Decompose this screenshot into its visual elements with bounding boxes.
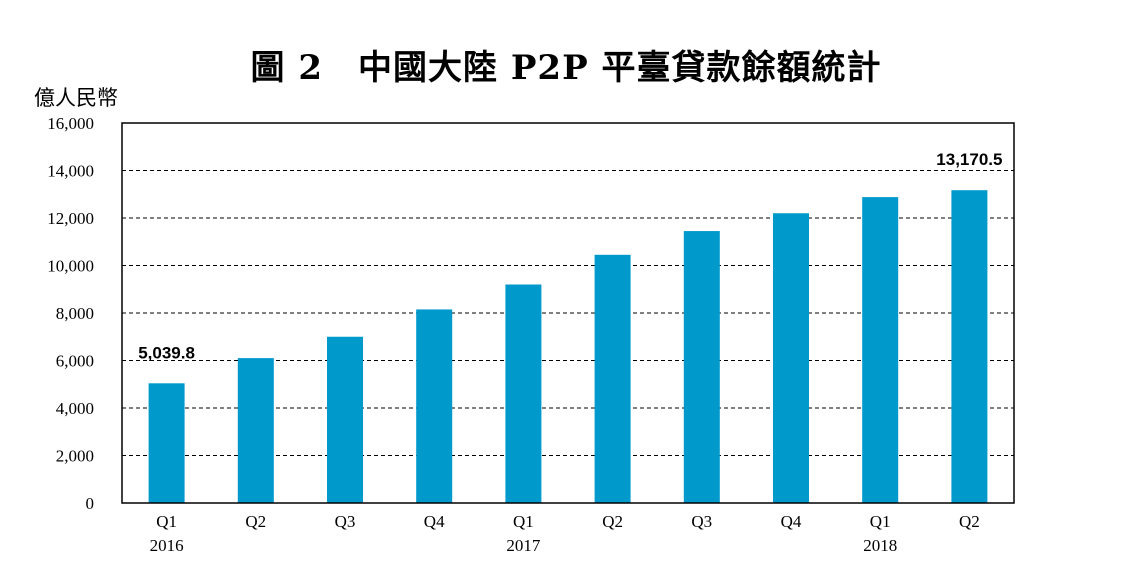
- y-axis-ticks: 0 2,000 4,000 6,000 8,000 10,000 12,000 14,000 1…: [47, 114, 94, 513]
- bar: [327, 336, 363, 503]
- y-tick-label: 0: [86, 494, 95, 513]
- bar: [951, 190, 988, 503]
- y-tick-label: 14,000: [47, 162, 94, 181]
- data-labels: 5,039.8 13,170.5: [138, 150, 1002, 362]
- x-tick-label: Q1: [870, 512, 891, 531]
- bar: [862, 197, 899, 503]
- x-tick-label: Q2: [602, 512, 623, 531]
- x-tick-label: Q3: [691, 512, 712, 531]
- y-tick-label: 4,000: [56, 399, 94, 418]
- bar: [416, 309, 453, 503]
- bar: [148, 383, 185, 503]
- y-tick-label: 12,000: [47, 209, 94, 228]
- chart-title: 圖 2 中國大陸 P2P 平臺貸款餘額統計: [250, 48, 882, 88]
- bar: [594, 254, 631, 503]
- x-tick-label: Q1: [156, 512, 177, 531]
- x-tick-label: Q3: [335, 512, 356, 531]
- data-label: 13,170.5: [936, 150, 1002, 169]
- bar: [237, 358, 274, 503]
- bar: [773, 213, 809, 503]
- x-year-label: 2016: [150, 536, 184, 555]
- y-tick-label: 2,000: [56, 447, 94, 466]
- plot-frame: [121, 122, 1015, 504]
- y-tick-label: 10,000: [47, 257, 94, 276]
- x-axis-ticks: Q1 Q2 Q3 Q4 Q1 Q2 Q3 Q4 Q1 Q2 2016 2017 2018: [150, 512, 980, 555]
- x-year-label: 2018: [863, 536, 897, 555]
- x-tick-label: Q2: [245, 512, 266, 531]
- y-tick-label: 16,000: [47, 114, 94, 133]
- bars: [148, 190, 988, 503]
- bar: [505, 284, 542, 503]
- x-tick-label: Q4: [424, 512, 445, 531]
- bar: [683, 231, 720, 503]
- y-tick-label: 8,000: [56, 304, 94, 323]
- x-year-label: 2017: [506, 536, 541, 555]
- y-tick-label: 6,000: [56, 352, 94, 371]
- x-tick-label: Q1: [513, 512, 534, 531]
- x-tick-label: Q4: [781, 512, 802, 531]
- x-tick-label: Q2: [959, 512, 980, 531]
- data-label: 5,039.8: [138, 343, 195, 362]
- y-axis-unit-label: 億人民幣: [34, 86, 118, 110]
